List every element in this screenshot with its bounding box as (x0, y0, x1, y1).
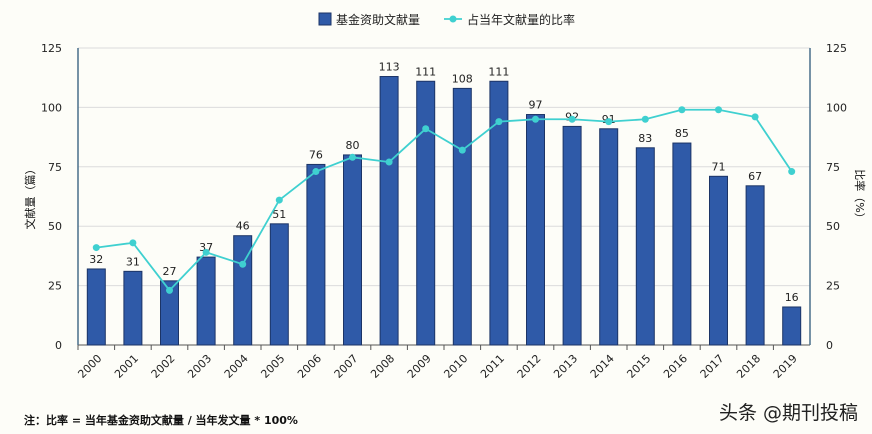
ratio-point (422, 125, 430, 133)
ratio-point (349, 153, 356, 161)
legend-bar-label: 基金资助文献量 (336, 12, 420, 27)
x-tick-label: 2018 (734, 352, 763, 381)
ratio-point (275, 196, 283, 204)
ratio-point (568, 115, 576, 123)
bar (782, 306, 802, 346)
x-tick-label: 2011 (478, 352, 507, 381)
y2-tick-label: 100 (826, 101, 847, 114)
bar (86, 268, 106, 346)
y2-tick-label: 0 (826, 339, 833, 352)
y2-tick-label: 50 (826, 220, 840, 233)
ratio-point (129, 239, 137, 247)
bar (745, 185, 765, 346)
bar-value-label: 16 (785, 291, 799, 304)
bar (123, 270, 143, 346)
bar-value-label: 67 (748, 170, 762, 183)
bar-value-label: 51 (272, 208, 286, 221)
y-axis-title: 文献量（篇） (23, 164, 37, 230)
y-tick-label: 100 (41, 101, 62, 114)
ratio-point (751, 113, 759, 121)
ratio-point (788, 168, 796, 176)
bar (526, 114, 545, 346)
legend-line-label: 占当年文献量的比率 (467, 12, 575, 27)
y2-axis-title: 比率（%） (853, 169, 867, 223)
bar (343, 154, 362, 346)
x-tick-label: 2019 (771, 352, 800, 381)
ratio-point (458, 146, 466, 154)
ratio-point (166, 286, 173, 294)
bar-value-label: 46 (236, 220, 250, 233)
x-tick-label: 2016 (661, 352, 690, 381)
x-tick-label: 2009 (405, 352, 434, 381)
x-tick-label: 2014 (588, 352, 617, 381)
ratio-point (312, 168, 320, 176)
bar (599, 128, 619, 346)
x-tick-label: 2013 (551, 352, 580, 381)
x-tick-label: 2008 (368, 352, 397, 381)
bar-value-label: 71 (712, 160, 726, 173)
bar-value-label: 83 (638, 132, 652, 145)
bar-value-label: 97 (529, 99, 543, 112)
ratio-point (495, 118, 503, 126)
bar (379, 76, 399, 346)
ratio-point (385, 158, 393, 166)
x-tick-label: 2003 (185, 352, 214, 381)
y-tick-label: 25 (48, 280, 62, 293)
y-tick-label: 0 (55, 339, 62, 352)
bar (306, 163, 326, 346)
y2-tick-label: 75 (826, 161, 840, 174)
legend-bar-swatch (318, 12, 332, 26)
y-tick-label: 125 (41, 42, 62, 55)
bar-value-label: 37 (199, 241, 213, 254)
y-tick-label: 75 (48, 161, 62, 174)
bar (160, 280, 179, 346)
bar-value-label: 85 (675, 127, 689, 140)
x-tick-label: 2012 (515, 352, 544, 381)
bar-value-label: 111 (415, 65, 436, 78)
x-tick-label: 2017 (698, 352, 727, 381)
x-tick-label: 2005 (258, 352, 287, 381)
y2-tick-label: 25 (826, 280, 840, 293)
ratio-point (641, 115, 649, 123)
bar (269, 223, 289, 346)
bar-value-label: 108 (452, 72, 473, 85)
y2-tick-label: 125 (826, 42, 847, 55)
bar-value-label: 113 (379, 61, 400, 74)
legend-line-marker (449, 15, 457, 23)
x-tick-label: 2004 (222, 352, 251, 381)
x-tick-label: 2015 (624, 352, 653, 381)
bar (709, 175, 728, 346)
ratio-point (678, 106, 686, 114)
bar (635, 147, 655, 346)
x-tick-label: 2001 (112, 352, 141, 381)
y-tick-label: 50 (48, 220, 62, 233)
ratio-point (532, 115, 539, 123)
ratio-point (202, 248, 210, 256)
x-tick-label: 2000 (75, 352, 104, 381)
bar-value-label: 32 (89, 253, 103, 266)
bar-value-label: 80 (346, 139, 360, 152)
ratio-point (715, 106, 722, 114)
bar (416, 80, 436, 346)
ratio-point (239, 260, 247, 268)
watermark: 头条 @期刊投稿 (718, 402, 858, 424)
ratio-line (96, 108, 793, 292)
bar-value-label: 76 (309, 148, 323, 161)
bar (489, 80, 509, 346)
ratio-point (92, 244, 100, 252)
x-tick-label: 2007 (332, 352, 361, 381)
bar (562, 125, 582, 346)
x-tick-label: 2010 (441, 352, 470, 381)
footnote: 注：比率 = 当年基金资助文献量 / 当年发文量 * 100% (24, 414, 298, 427)
bar-value-label: 111 (488, 65, 509, 78)
x-tick-label: 2006 (295, 352, 324, 381)
x-tick-label: 2002 (149, 352, 178, 381)
bar-value-label: 27 (163, 265, 177, 278)
bar (196, 256, 216, 346)
ratio-point (605, 118, 613, 126)
bar (452, 87, 472, 346)
bar (672, 142, 692, 346)
bar-value-label: 31 (126, 255, 140, 268)
